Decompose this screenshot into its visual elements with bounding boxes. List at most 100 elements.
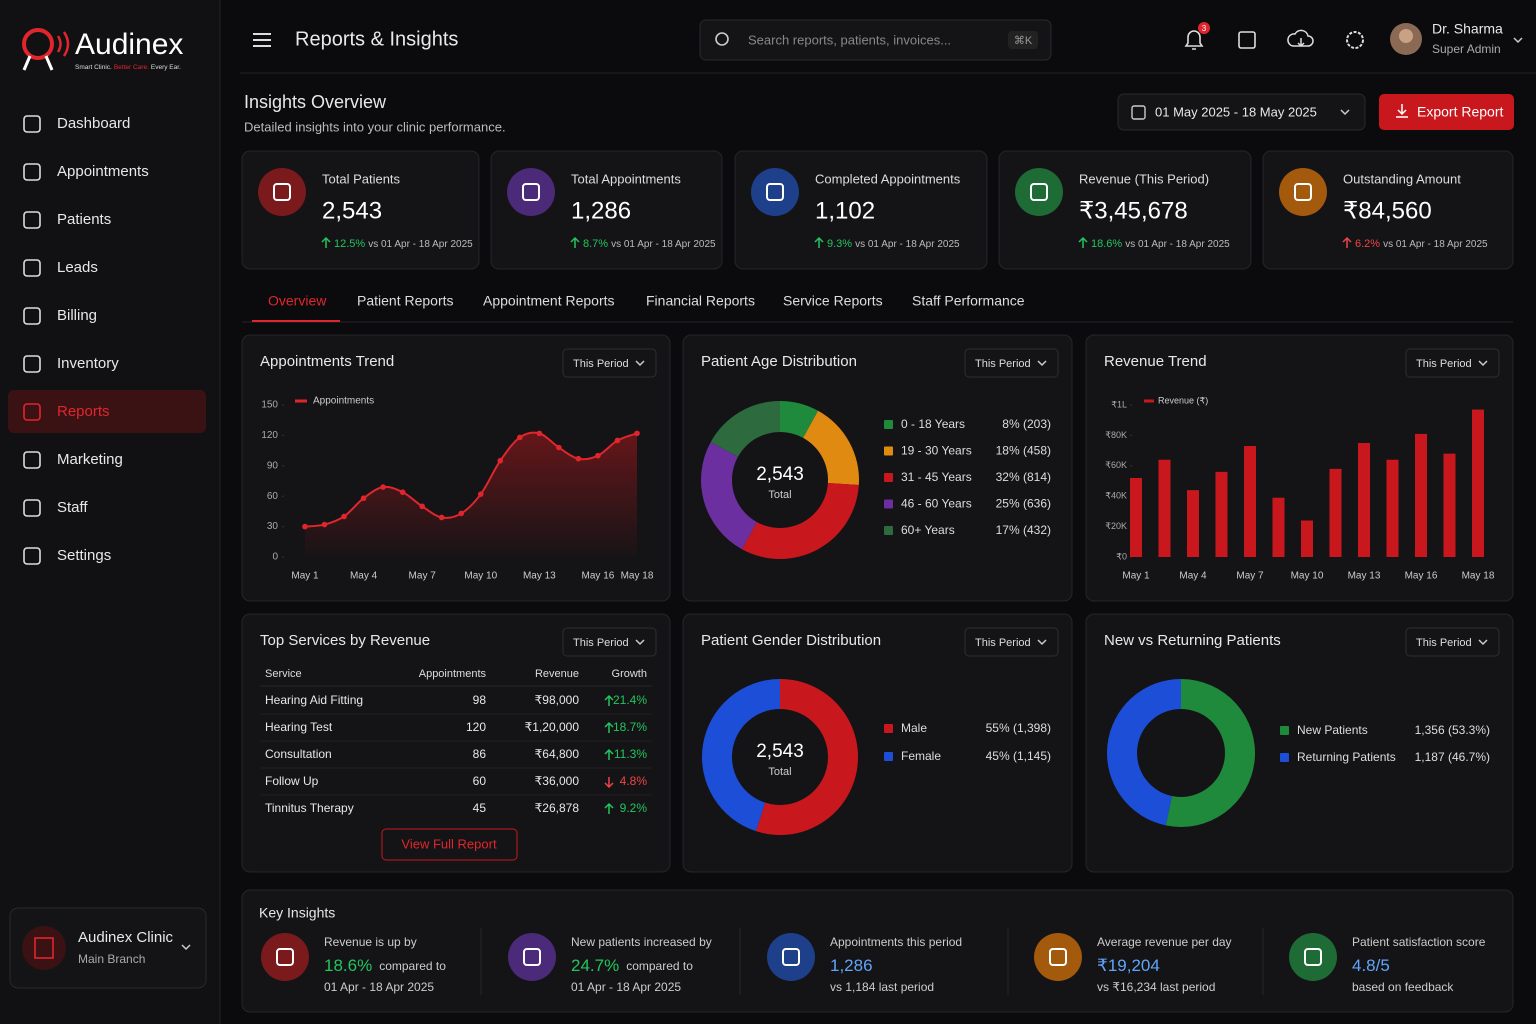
value: 4.8/5	[1352, 956, 1390, 975]
x-tick-label: May 1	[291, 571, 319, 582]
kpi-icon	[1294, 183, 1312, 201]
growth-cell: 11.3%	[614, 747, 647, 761]
tab[interactable]: Appointment Reports	[483, 293, 615, 309]
arrow-up	[1078, 236, 1088, 248]
insight-detail: vs ₹16,234 last period	[1097, 980, 1215, 994]
x-tick-label: May 18	[1462, 571, 1495, 582]
bar	[1130, 477, 1142, 557]
kpi-change: 9.3% vs 01 Apr - 18 Apr 2025	[827, 238, 960, 250]
change-value: 12.5%	[334, 238, 365, 250]
clinic-icon	[34, 937, 54, 959]
kpi-label: Completed Appointments	[815, 171, 961, 186]
period-dropdown[interactable]	[562, 348, 657, 378]
insight-label: New patients increased by	[571, 935, 712, 949]
insight-icon	[1049, 948, 1067, 966]
kpi-icon-bg	[1279, 168, 1327, 216]
nav-item[interactable]: Billing	[57, 307, 97, 324]
bar	[1187, 490, 1199, 557]
legend-label: Male	[901, 721, 927, 735]
legend-label: 60+ Years	[901, 523, 955, 537]
bar	[1215, 471, 1228, 557]
kpi-icon	[1030, 183, 1048, 201]
insight-value: 4.8/5	[1352, 956, 1390, 975]
date-picker[interactable]	[1117, 93, 1366, 131]
nav-item[interactable]: Inventory	[57, 355, 119, 372]
legend-label: 46 - 60 Years	[901, 497, 972, 511]
legend-value: 17% (432)	[996, 523, 1051, 537]
table-cell: ₹64,800	[535, 747, 580, 761]
insight-icon	[523, 948, 541, 966]
brand-name: Audinex	[75, 28, 183, 61]
arrow-up	[604, 721, 614, 733]
nav-item[interactable]: Appointments	[57, 163, 149, 180]
search-box[interactable]	[699, 19, 1052, 61]
nav-icon	[23, 499, 41, 517]
donut-center-label: Total	[768, 489, 791, 501]
y-tick-label: 0	[272, 552, 278, 563]
date-range: 01 May 2025 - 18 May 2025	[1155, 104, 1317, 119]
view-report-button[interactable]	[381, 828, 518, 861]
donut-center-label: Total	[768, 766, 791, 778]
tab[interactable]: Service Reports	[783, 293, 883, 309]
arrow-up	[814, 236, 824, 248]
nav-item[interactable]: Patients	[57, 211, 111, 228]
change-value: 8.7%	[583, 238, 608, 250]
x-tick-label: May 1	[1122, 571, 1150, 582]
download-icon[interactable]	[1287, 29, 1314, 48]
period-dropdown[interactable]	[1405, 627, 1500, 657]
donut-segment	[755, 679, 858, 836]
table-header: Revenue	[535, 668, 579, 680]
period-dropdown[interactable]	[1405, 348, 1500, 378]
tab[interactable]: Overview	[268, 293, 327, 309]
nav-item[interactable]: Dashboard	[57, 115, 130, 132]
legend-label: Female	[901, 749, 941, 763]
period-dropdown[interactable]	[562, 627, 657, 657]
chevron	[635, 639, 645, 646]
panel	[241, 613, 671, 873]
period-dropdown[interactable]	[964, 627, 1059, 657]
kpi-icon	[522, 183, 540, 201]
y-tick-label: ₹0	[1116, 551, 1127, 561]
tab[interactable]: Patient Reports	[357, 293, 454, 309]
nav-item[interactable]: Staff	[57, 499, 88, 516]
tab[interactable]: Financial Reports	[646, 293, 755, 309]
change-value: 9.3%	[827, 238, 852, 250]
y-tick-label: ₹80K	[1105, 430, 1127, 440]
user-name: Dr. Sharma	[1432, 21, 1503, 37]
arrow-up	[604, 694, 614, 706]
table-cell: ₹1,20,000	[525, 720, 580, 734]
value: 1,286	[830, 956, 873, 975]
search-shortcut: ⌘K	[1014, 35, 1033, 47]
nav-item[interactable]: Leads	[57, 259, 98, 276]
x-tick-label: May 18	[621, 571, 654, 582]
line-point	[477, 491, 484, 497]
insight-icon-bg	[1034, 933, 1082, 981]
kpi-value: 1,102	[815, 197, 875, 224]
export-button[interactable]	[1379, 94, 1514, 130]
table-cell: 98	[473, 693, 487, 707]
calendar-icon[interactable]	[1238, 31, 1256, 49]
menu-icon[interactable]	[253, 33, 271, 47]
bell-icon[interactable]	[1184, 30, 1204, 50]
kpi-value: 1,286	[571, 197, 631, 224]
nav-item[interactable]: Settings	[57, 547, 111, 564]
donut-segment	[1107, 679, 1181, 826]
tagline-part: Better Care.	[114, 64, 149, 71]
arrow-down	[604, 777, 614, 789]
table-cell: 60	[473, 774, 487, 788]
settings-icon[interactable]	[1346, 31, 1364, 49]
panel-title: Patient Age Distribution	[701, 353, 857, 370]
table-cell: ₹36,000	[535, 774, 580, 788]
tab[interactable]: Staff Performance	[912, 293, 1025, 309]
table-cell: Tinnitus Therapy	[265, 801, 354, 815]
period-dropdown[interactable]	[964, 348, 1059, 378]
note: compared to	[626, 959, 693, 973]
nav-item[interactable]: Marketing	[57, 451, 123, 468]
insight-label: Revenue is up by	[324, 935, 417, 949]
chevron	[1478, 639, 1488, 646]
table-cell: ₹98,000	[535, 693, 580, 707]
nav-item[interactable]: Reports	[57, 403, 110, 420]
period-label: This Period	[975, 358, 1031, 370]
legend-value: 8% (203)	[1002, 417, 1051, 431]
